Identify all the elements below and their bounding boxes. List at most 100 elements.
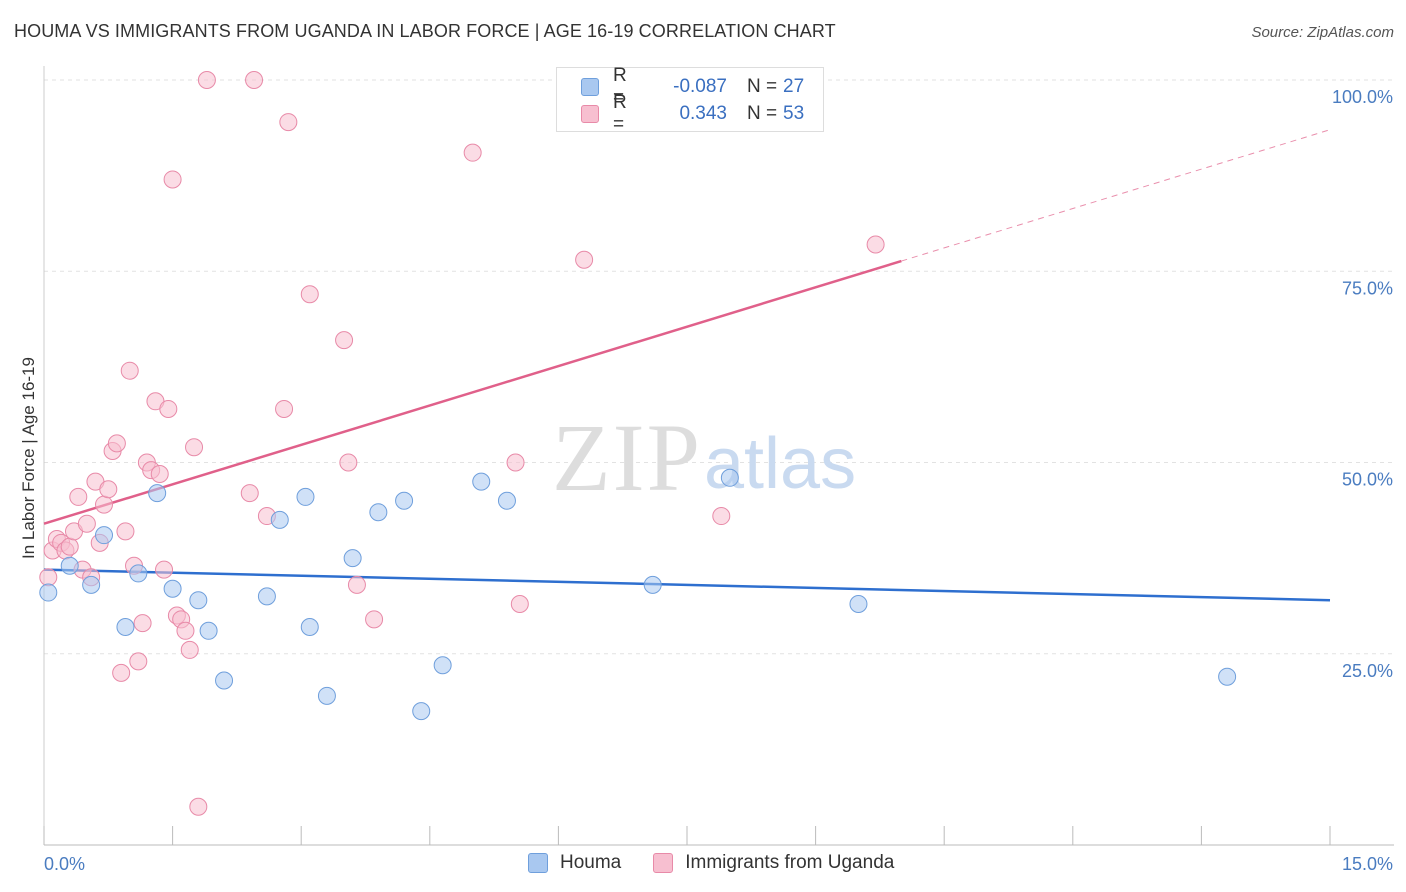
legend-n-value: 53	[783, 103, 805, 124]
legend-swatch-uganda	[581, 105, 599, 123]
legend-n-value: 27	[783, 76, 805, 97]
data-points	[39, 71, 1237, 816]
data-point	[39, 583, 58, 602]
data-point	[275, 399, 294, 418]
y-tick-labels: 25.0% 50.0% 75.0% 100.0%	[1332, 87, 1393, 681]
data-point	[133, 614, 152, 633]
data-point	[95, 495, 114, 514]
data-point	[215, 671, 234, 690]
axes	[43, 66, 1394, 846]
legend-row-houma: R = -0.087 N = 27	[581, 65, 805, 108]
legend-row-uganda: R = 0.343 N = 53	[581, 92, 805, 135]
data-point	[720, 468, 739, 487]
data-point	[199, 621, 218, 640]
data-point	[197, 71, 216, 89]
legend-r-label: R =	[613, 65, 627, 108]
data-point	[575, 250, 594, 269]
data-point	[95, 526, 114, 545]
data-point	[300, 617, 319, 636]
data-point	[300, 285, 319, 304]
data-point	[335, 331, 354, 350]
watermark: ZIP atlas	[552, 404, 856, 511]
data-point	[189, 797, 208, 816]
series-legend: Houma Immigrants from Uganda	[528, 852, 926, 874]
data-point	[112, 663, 131, 682]
trend-line	[43, 259, 902, 525]
data-point	[148, 484, 167, 503]
chart-source: Source: ZipAtlas.com	[1251, 24, 1394, 41]
legend-n-label: N =	[747, 76, 778, 97]
data-point	[189, 591, 208, 610]
y-tick-label: 25.0%	[1342, 661, 1393, 681]
data-point	[120, 361, 139, 380]
legend-r-value: -0.087	[673, 76, 727, 97]
data-point	[343, 549, 362, 568]
data-point	[82, 575, 101, 594]
trend-line	[43, 568, 1331, 602]
legend-swatch-houma	[528, 853, 548, 873]
data-point	[472, 472, 491, 491]
data-point	[176, 621, 195, 640]
data-point	[296, 487, 315, 506]
grid-lines	[44, 79, 1394, 655]
data-point	[240, 484, 259, 503]
data-point	[150, 464, 169, 483]
legend-label-uganda: Immigrants from Uganda	[685, 852, 895, 873]
data-point	[185, 438, 204, 457]
data-point	[506, 453, 525, 472]
data-point	[395, 491, 414, 510]
data-point	[60, 537, 79, 556]
data-point	[849, 595, 868, 614]
legend-swatch-houma	[581, 78, 599, 96]
legend-item-uganda: Immigrants from Uganda	[653, 852, 894, 874]
data-point	[339, 453, 358, 472]
data-point	[60, 556, 79, 575]
data-point	[412, 702, 431, 721]
data-point	[116, 617, 135, 636]
watermark-atlas: atlas	[704, 424, 856, 504]
data-point	[433, 656, 452, 675]
data-point	[129, 564, 148, 583]
y-axis-label: In Labor Force | Age 16-19	[19, 357, 38, 559]
y-tick-label: 50.0%	[1342, 470, 1393, 490]
data-point	[69, 487, 88, 506]
data-point	[369, 503, 388, 522]
chart-title: HOUMA VS IMMIGRANTS FROM UGANDA IN LABOR…	[14, 21, 836, 41]
data-point	[245, 71, 264, 89]
data-point	[497, 491, 516, 510]
legend-r-value: 0.343	[679, 103, 727, 124]
x-tick-label-min: 0.0%	[44, 854, 85, 874]
data-point	[270, 510, 289, 529]
data-point	[1218, 667, 1237, 686]
data-point	[257, 587, 276, 606]
data-point	[463, 143, 482, 162]
data-point	[365, 610, 384, 629]
data-point	[510, 595, 529, 614]
legend-item-houma: Houma	[528, 852, 621, 874]
legend-swatch-uganda	[653, 853, 674, 873]
data-point	[279, 113, 298, 132]
x-tick-label-max: 15.0%	[1342, 854, 1393, 874]
data-point	[347, 575, 366, 594]
data-point	[163, 579, 182, 598]
y-tick-label: 75.0%	[1342, 278, 1393, 298]
data-point	[99, 480, 118, 499]
data-point	[180, 640, 199, 659]
data-point	[163, 170, 182, 189]
legend-r-label: R =	[613, 92, 627, 135]
data-point	[116, 522, 135, 541]
data-point	[107, 434, 126, 453]
data-point	[155, 560, 174, 579]
legend-label-houma: Houma	[560, 852, 622, 873]
data-point	[866, 235, 885, 254]
data-point	[643, 575, 662, 594]
data-point	[317, 686, 336, 705]
data-point	[129, 652, 148, 671]
watermark-zip: ZIP	[552, 404, 702, 511]
y-tick-label: 100.0%	[1332, 87, 1393, 107]
data-point	[712, 507, 731, 526]
trend-line-projection	[901, 129, 1331, 262]
data-point	[159, 399, 178, 418]
data-point	[77, 514, 96, 533]
